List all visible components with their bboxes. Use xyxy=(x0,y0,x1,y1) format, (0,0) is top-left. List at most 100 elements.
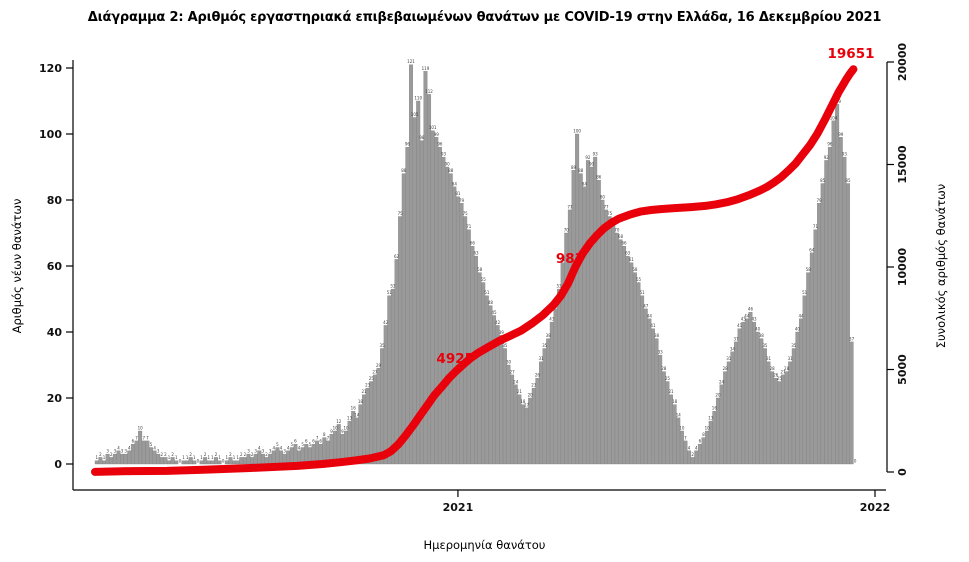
svg-text:4: 4 xyxy=(688,445,691,450)
svg-text:6: 6 xyxy=(319,439,322,444)
svg-text:58: 58 xyxy=(632,267,638,272)
svg-text:4: 4 xyxy=(117,445,120,450)
svg-text:93: 93 xyxy=(842,152,848,157)
svg-text:4: 4 xyxy=(272,445,275,450)
svg-text:17: 17 xyxy=(524,402,530,407)
svg-text:43: 43 xyxy=(741,317,747,322)
svg-text:88: 88 xyxy=(401,168,407,173)
svg-text:68: 68 xyxy=(618,234,624,239)
svg-text:84: 84 xyxy=(582,181,588,186)
svg-text:4: 4 xyxy=(128,445,131,450)
deaths-histogram xyxy=(94,64,854,465)
svg-text:1: 1 xyxy=(200,455,203,460)
svg-text:58: 58 xyxy=(806,267,812,272)
svg-text:51: 51 xyxy=(484,290,490,295)
svg-text:92: 92 xyxy=(824,155,830,160)
svg-text:7: 7 xyxy=(135,435,138,440)
svg-text:0: 0 xyxy=(222,459,225,464)
cumulative-deaths-line xyxy=(91,65,858,476)
svg-text:58: 58 xyxy=(477,267,483,272)
svg-text:121: 121 xyxy=(407,59,415,64)
svg-text:7: 7 xyxy=(316,435,319,440)
svg-text:43: 43 xyxy=(549,317,555,322)
svg-text:2022: 2022 xyxy=(860,501,891,514)
svg-text:66: 66 xyxy=(622,241,628,246)
svg-text:0: 0 xyxy=(896,468,909,476)
svg-text:27: 27 xyxy=(780,369,786,374)
svg-text:27: 27 xyxy=(372,369,378,374)
svg-text:6: 6 xyxy=(305,439,308,444)
svg-text:8: 8 xyxy=(702,432,705,437)
svg-text:99: 99 xyxy=(434,132,440,137)
svg-text:2: 2 xyxy=(110,452,113,457)
svg-text:13: 13 xyxy=(708,416,714,421)
svg-text:70: 70 xyxy=(564,228,570,233)
svg-text:43: 43 xyxy=(752,317,758,322)
svg-text:75: 75 xyxy=(607,211,613,216)
svg-text:98: 98 xyxy=(419,135,425,140)
svg-text:7: 7 xyxy=(327,435,330,440)
svg-text:93: 93 xyxy=(593,152,599,157)
svg-text:31: 31 xyxy=(726,356,732,361)
svg-text:28: 28 xyxy=(661,366,667,371)
svg-text:6: 6 xyxy=(312,439,315,444)
svg-text:8: 8 xyxy=(323,432,326,437)
svg-text:2: 2 xyxy=(99,452,102,457)
svg-text:7: 7 xyxy=(142,435,145,440)
svg-text:38: 38 xyxy=(759,333,765,338)
svg-text:16: 16 xyxy=(351,406,357,411)
svg-text:26: 26 xyxy=(773,373,779,378)
svg-text:2: 2 xyxy=(215,452,218,457)
svg-text:44: 44 xyxy=(647,313,653,318)
svg-text:18: 18 xyxy=(358,399,364,404)
svg-text:44: 44 xyxy=(798,313,804,318)
svg-text:6: 6 xyxy=(699,439,702,444)
svg-text:5: 5 xyxy=(301,442,304,447)
svg-text:30: 30 xyxy=(506,360,512,365)
svg-text:1: 1 xyxy=(175,455,178,460)
svg-text:14: 14 xyxy=(354,412,360,417)
svg-text:10: 10 xyxy=(679,426,685,431)
svg-text:37: 37 xyxy=(849,336,855,341)
svg-text:1: 1 xyxy=(218,455,221,460)
svg-text:1: 1 xyxy=(193,455,196,460)
svg-text:27: 27 xyxy=(510,369,516,374)
svg-text:96: 96 xyxy=(437,142,443,147)
svg-text:99: 99 xyxy=(838,132,844,137)
svg-text:89: 89 xyxy=(571,165,577,170)
svg-text:7: 7 xyxy=(684,435,687,440)
svg-text:9: 9 xyxy=(341,429,344,434)
svg-text:25: 25 xyxy=(369,376,375,381)
svg-text:2: 2 xyxy=(229,452,232,457)
svg-text:29: 29 xyxy=(376,363,382,368)
svg-text:77: 77 xyxy=(567,204,573,209)
svg-text:37: 37 xyxy=(733,336,739,341)
svg-text:40: 40 xyxy=(755,327,761,332)
svg-text:4: 4 xyxy=(287,445,290,450)
svg-text:100: 100 xyxy=(39,128,62,141)
svg-text:20: 20 xyxy=(47,392,63,405)
svg-text:80: 80 xyxy=(47,194,63,207)
svg-text:1: 1 xyxy=(207,455,210,460)
svg-text:20000: 20000 xyxy=(896,43,909,82)
svg-text:24: 24 xyxy=(513,379,519,384)
svg-text:10000: 10000 xyxy=(896,248,909,287)
svg-text:90: 90 xyxy=(445,162,451,167)
svg-text:5: 5 xyxy=(150,442,153,447)
svg-text:60: 60 xyxy=(47,260,63,273)
svg-text:15000: 15000 xyxy=(896,145,909,184)
svg-text:38: 38 xyxy=(654,333,660,338)
svg-text:51: 51 xyxy=(640,290,646,295)
svg-text:26: 26 xyxy=(535,373,541,378)
svg-text:90: 90 xyxy=(589,162,595,167)
svg-text:0: 0 xyxy=(54,458,62,471)
svg-text:28: 28 xyxy=(770,366,776,371)
svg-text:14: 14 xyxy=(676,412,682,417)
svg-text:61: 61 xyxy=(629,257,635,262)
svg-text:71: 71 xyxy=(466,224,472,229)
svg-text:86: 86 xyxy=(596,175,602,180)
svg-text:96: 96 xyxy=(827,142,833,147)
svg-text:7: 7 xyxy=(146,435,149,440)
svg-text:63: 63 xyxy=(473,251,479,256)
